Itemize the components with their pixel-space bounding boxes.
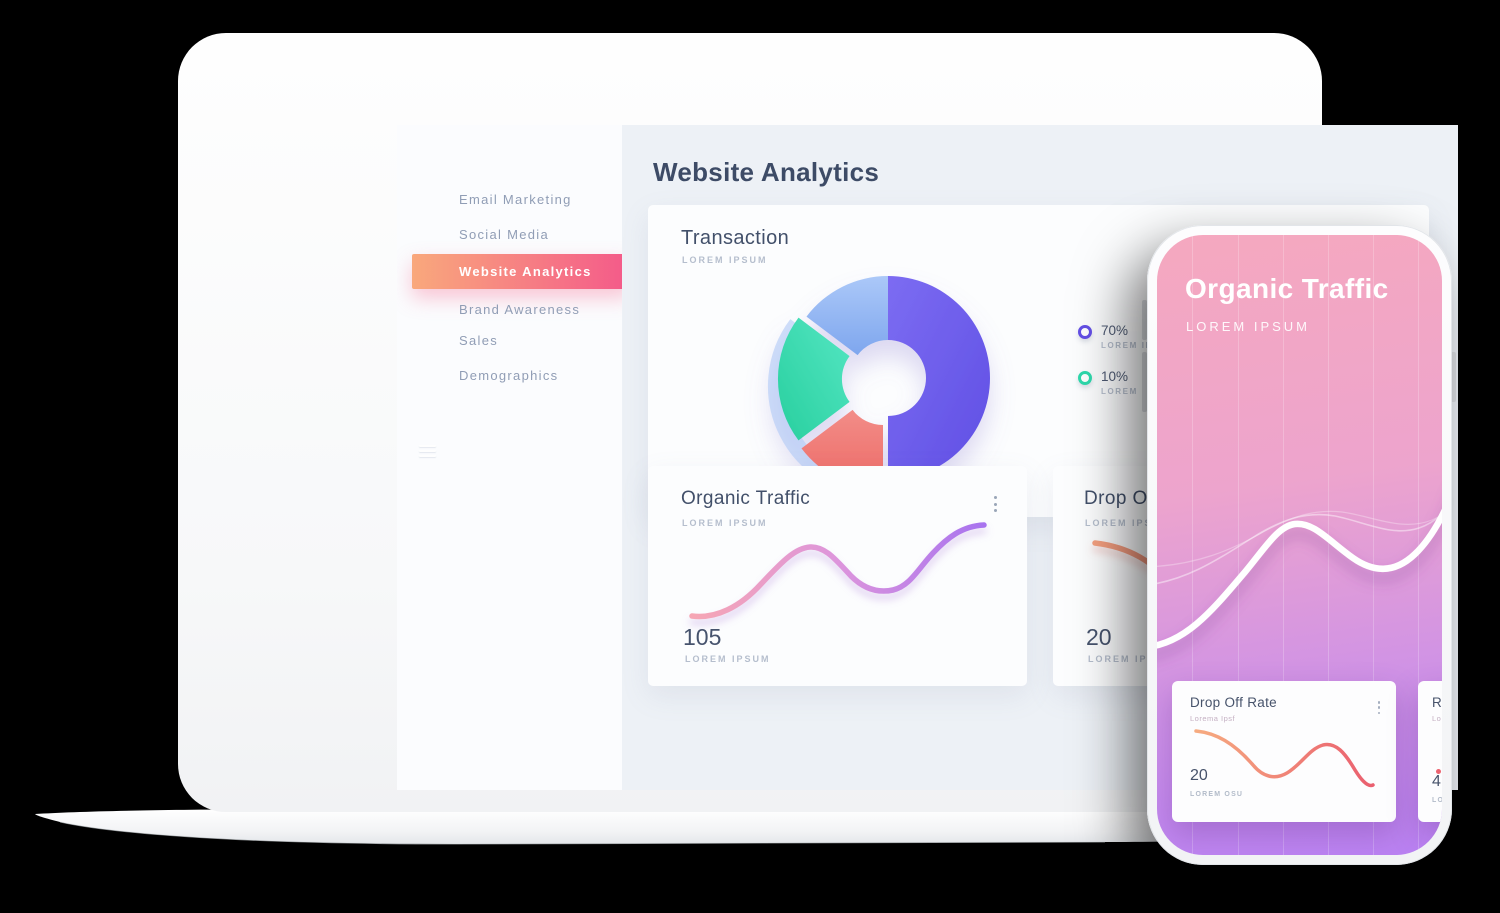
sidebar-item-demographics[interactable]: Demographics [459, 368, 559, 383]
sidebar: Email Marketing Social Media Website Ana… [397, 125, 631, 790]
phone-page-subtitle: LOREM IPSUM [1186, 319, 1311, 334]
organic-traffic-subtitle: LOREM IPSUM [682, 518, 768, 528]
phone-card-value-label: LO [1432, 797, 1442, 804]
hamburger-menu-icon[interactable] [419, 445, 436, 457]
phone-drop-off-rate-card: Drop Off Rate Lorema Ipsf 20 LOREM OSU [1172, 681, 1396, 822]
page-title: Website Analytics [653, 157, 880, 187]
phone-page-title: Organic Traffic [1185, 273, 1389, 304]
drop-off-rate-value: 20 [1086, 624, 1112, 650]
drop-off-rate-subtitle: LOREM IPSUM [1085, 518, 1171, 528]
sidebar-item-email-marketing[interactable]: Email Marketing [459, 192, 572, 207]
legend-item: 10% LOREM IPSUM [1078, 369, 1175, 396]
organic-traffic-value: 105 [683, 624, 722, 650]
phone-partial-card: R Lo 4 LO [1418, 681, 1442, 822]
drop-off-rate-value-label: LOREM IPSUM [1088, 654, 1174, 664]
legend-item: 70% LOREM IPSUM [1078, 323, 1175, 350]
phone-card-title: Drop Off Rate [1190, 695, 1277, 710]
organic-traffic-title: Organic Traffic [681, 488, 811, 509]
kebab-menu-icon[interactable] [989, 496, 1001, 512]
red-data-point [1436, 769, 1441, 774]
sidebar-item-brand-awareness[interactable]: Brand Awareness [459, 302, 581, 317]
transaction-subtitle: LOREM IPSUM [682, 255, 768, 265]
phone-volume-button [1142, 300, 1147, 340]
phone-frame: Organic Traffic LOREM IPSUM Drop Off Rat… [1147, 225, 1452, 865]
laptop-base [35, 809, 1350, 845]
phone-card-subtitle: Lorema Ipsf [1190, 714, 1236, 723]
legend-label: LOREM IPSUM [1101, 387, 1176, 396]
phone-card-title: R [1432, 695, 1442, 710]
phone-volume-button [1142, 352, 1147, 412]
organic-traffic-value-label: LOREM IPSUM [685, 654, 771, 664]
phone-power-button [1450, 352, 1456, 402]
sidebar-item-sales[interactable]: Sales [459, 333, 499, 348]
phone-card-value-label: LOREM OSU [1190, 791, 1244, 798]
legend-label: LOREM IPSUM [1101, 341, 1176, 350]
legend-percent: 10% [1101, 369, 1129, 384]
phone-card-value: 4 [1432, 773, 1441, 790]
sidebar-item-social-media[interactable]: Social Media [459, 227, 550, 242]
phone-card-value: 20 [1190, 767, 1208, 784]
sidebar-item-website-analytics[interactable]: Website Analytics [412, 254, 631, 289]
legend-teal-ring-icon [1078, 371, 1092, 385]
phone-card-subtitle: Lo [1432, 714, 1442, 723]
phone-screen: Organic Traffic LOREM IPSUM Drop Off Rat… [1157, 235, 1442, 855]
transaction-title: Transaction [681, 227, 790, 249]
organic-traffic-card: Organic Traffic LOREM IPSUM [648, 466, 1027, 686]
legend-percent: 70% [1101, 323, 1129, 338]
legend-purple-ring-icon [1078, 325, 1092, 339]
kebab-menu-icon[interactable] [1374, 701, 1384, 714]
